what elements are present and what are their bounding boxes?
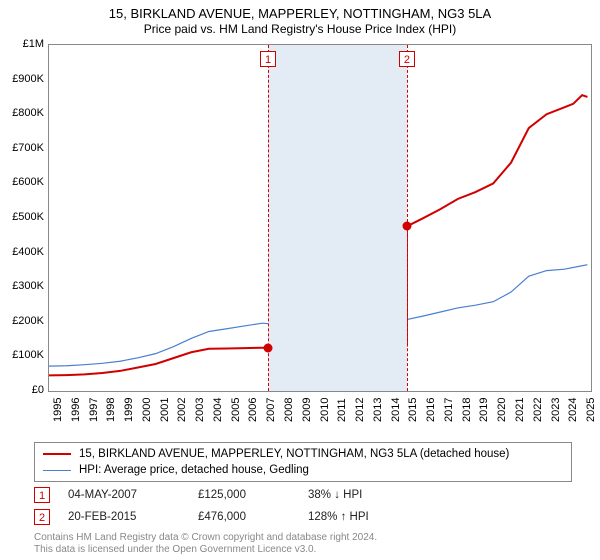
event-line-2 [407,45,408,391]
xtick-label: 2006 [247,398,259,422]
xtick-label: 2014 [390,398,402,422]
legend-swatch [43,453,71,455]
xtick-label: 2002 [176,398,188,422]
transaction-price: £125,000 [198,489,308,501]
xtick-label: 2008 [283,398,295,422]
xtick-label: 1996 [70,398,82,422]
transaction-price: £476,000 [198,511,308,523]
transaction-num: 2 [34,509,50,525]
ytick-label: £1M [2,38,44,50]
plot-area: 12 [48,44,592,392]
ytick-label: £200K [2,315,44,327]
ytick-label: £100K [2,349,44,361]
transaction-date: 20-FEB-2015 [68,511,198,523]
marker-dot [402,222,411,231]
legend-label: HPI: Average price, detached house, Gedl… [79,464,309,476]
legend-swatch [43,470,71,471]
xtick-label: 1999 [123,398,135,422]
legend-row: 15, BIRKLAND AVENUE, MAPPERLEY, NOTTINGH… [43,446,563,462]
transaction-pct: 128% ↑ HPI [308,511,438,523]
xtick-label: 2019 [478,398,490,422]
chart-container: 15, BIRKLAND AVENUE, MAPPERLEY, NOTTINGH… [0,0,600,560]
ytick-label: £900K [2,73,44,85]
ytick-label: £700K [2,142,44,154]
transaction-pct: 38% ↓ HPI [308,489,438,501]
transaction-row: 2 20-FEB-2015£476,000128% ↑ HPI [34,506,438,528]
xtick-label: 2022 [532,398,544,422]
xtick-label: 2020 [496,398,508,422]
xtick-label: 2009 [301,398,313,422]
xtick-label: 2018 [461,398,473,422]
title-block: 15, BIRKLAND AVENUE, MAPPERLEY, NOTTINGH… [0,0,600,37]
xtick-label: 2004 [212,398,224,422]
chart-title: 15, BIRKLAND AVENUE, MAPPERLEY, NOTTINGH… [0,6,600,22]
xtick-label: 2021 [514,398,526,422]
xtick-label: 2001 [159,398,171,422]
ytick-label: £0 [2,384,44,396]
ytick-label: £500K [2,211,44,223]
footer-line-1: Contains HM Land Registry data © Crown c… [34,532,377,544]
legend-label: 15, BIRKLAND AVENUE, MAPPERLEY, NOTTINGH… [79,448,509,460]
ytick-label: £600K [2,176,44,188]
xtick-label: 2011 [336,398,348,422]
xtick-label: 2007 [265,398,277,422]
xtick-label: 1997 [88,398,100,422]
xtick-label: 2005 [230,398,242,422]
xtick-label: 2017 [443,398,455,422]
transaction-row: 1 04-MAY-2007£125,00038% ↓ HPI [34,484,438,506]
xtick-label: 2012 [354,398,366,422]
chart-area: £0 £100K £200K £300K £400K £500K £600K £700K £80… [0,44,600,424]
xtick-label: 1998 [105,398,117,422]
xtick-label: 2003 [194,398,206,422]
transaction-date: 04-MAY-2007 [68,489,198,501]
ytick-label: £800K [2,107,44,119]
legend: 15, BIRKLAND AVENUE, MAPPERLEY, NOTTINGH… [34,442,572,482]
footer: Contains HM Land Registry data © Crown c… [34,532,377,555]
footer-line-2: This data is licensed under the Open Gov… [34,544,377,556]
xtick-label: 1995 [52,398,64,422]
xtick-label: 2024 [567,398,579,422]
chart-subtitle: Price paid vs. HM Land Registry's House … [0,22,600,37]
shaded-band [268,45,407,391]
marker-dot [264,343,273,352]
xtick-label: 2016 [425,398,437,422]
ytick-label: £400K [2,246,44,258]
xtick-label: 2000 [141,398,153,422]
xtick-label: 2023 [550,398,562,422]
legend-row: HPI: Average price, detached house, Gedl… [43,462,563,478]
event-marker-1: 1 [260,51,276,67]
xtick-label: 2025 [585,398,597,422]
xtick-label: 2013 [372,398,384,422]
xtick-label: 2015 [407,398,419,422]
transactions-table: 1 04-MAY-2007£125,00038% ↓ HPI 2 20-FEB-201… [34,484,438,528]
event-line-1 [268,45,269,391]
xtick-label: 2010 [319,398,331,422]
transaction-num: 1 [34,487,50,503]
ytick-label: £300K [2,280,44,292]
event-marker-2: 2 [399,51,415,67]
